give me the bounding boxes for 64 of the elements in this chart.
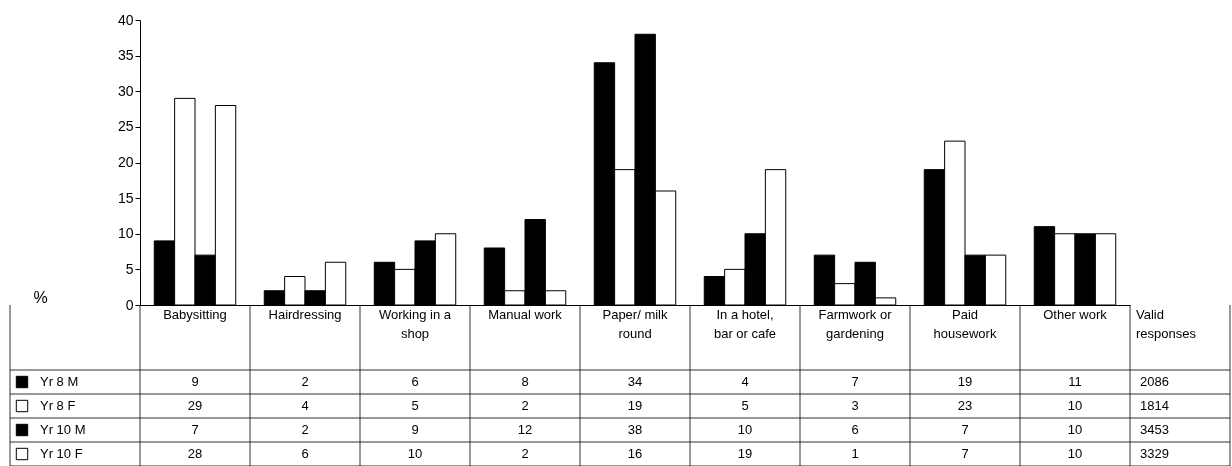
data-label: 29 <box>187 398 203 413</box>
data-label: 11 <box>1068 374 1082 389</box>
data-label: 3 <box>851 398 859 413</box>
x-tick-label: Hairdressing <box>268 307 342 322</box>
legend-label: Yr 10 M <box>40 422 86 437</box>
y-tick-label: 35 <box>117 47 134 64</box>
data-label: 6 <box>851 422 859 437</box>
x-tick-label: Babysitting <box>163 307 227 322</box>
data-label: 7 <box>191 422 199 437</box>
x-tick-label: Manual work <box>488 307 563 322</box>
data-label: 1 <box>851 446 859 461</box>
y-tick-label: 15 <box>117 189 134 206</box>
data-label: 10 <box>407 446 423 461</box>
data-label: 10 <box>1067 422 1083 437</box>
data-label: 23 <box>957 398 973 413</box>
legend-label: Yr 10 F <box>40 446 83 461</box>
data-label: 19 <box>737 446 753 461</box>
data-label: 28 <box>187 446 203 461</box>
y-tick-label: 40 <box>117 11 134 28</box>
data-label: 2 <box>301 374 309 389</box>
data-label: 7 <box>851 374 859 389</box>
data-label: 38 <box>627 422 643 437</box>
y-tick-label: 20 <box>117 154 134 170</box>
y-tick-label: 30 <box>117 82 134 99</box>
text: Valid responses <box>1136 307 1197 341</box>
y-tick-label: 25 <box>117 118 134 135</box>
legend-label: Yr 8 F <box>40 398 76 413</box>
text: 3329 <box>1140 446 1169 461</box>
data-label: 9 <box>191 374 199 389</box>
data-label: 10 <box>1067 398 1083 413</box>
data-label: 8 <box>521 374 529 389</box>
y-tick-label: 10 <box>117 225 134 242</box>
x-tick-label: Paid housework <box>933 307 997 341</box>
x-tick-label: Other work <box>1043 307 1108 322</box>
data-label: 9 <box>411 422 419 437</box>
y-tick-label: 5 <box>125 260 134 277</box>
data-label: 2 <box>521 446 529 461</box>
data-label: 2 <box>301 422 309 437</box>
data-label: 19 <box>957 374 973 389</box>
data-label: 34 <box>627 374 643 389</box>
data-label: 6 <box>411 374 419 389</box>
y-axis-title: % <box>33 288 48 306</box>
data-label: 5 <box>411 398 419 413</box>
data-label: 7 <box>961 422 969 437</box>
data-label: 16 <box>627 446 643 461</box>
data-label: 12 <box>517 422 533 437</box>
data-label: 4 <box>301 398 309 413</box>
data-label: 4 <box>741 374 749 389</box>
data-label: 5 <box>741 398 749 413</box>
data-label: 10 <box>1067 446 1083 461</box>
text: 1814 <box>1140 398 1169 413</box>
x-tick-label: Working in a shop <box>378 307 452 341</box>
text: 3453 <box>1140 422 1169 437</box>
data-label: 2 <box>521 398 529 413</box>
legend-label: Yr 8 M <box>40 374 79 389</box>
x-tick-label: Farmwork or gardening <box>818 307 893 341</box>
data-label: 10 <box>737 422 753 437</box>
y-tick-label: 0 <box>125 296 134 313</box>
text: 2086 <box>1140 374 1169 389</box>
x-tick-label: Paper/ milk round <box>602 307 668 341</box>
data-label: 19 <box>627 398 643 413</box>
x-tick-label: In a hotel, bar or cafe <box>713 307 777 341</box>
data-label: 7 <box>961 446 969 461</box>
data-label: 6 <box>301 446 309 461</box>
